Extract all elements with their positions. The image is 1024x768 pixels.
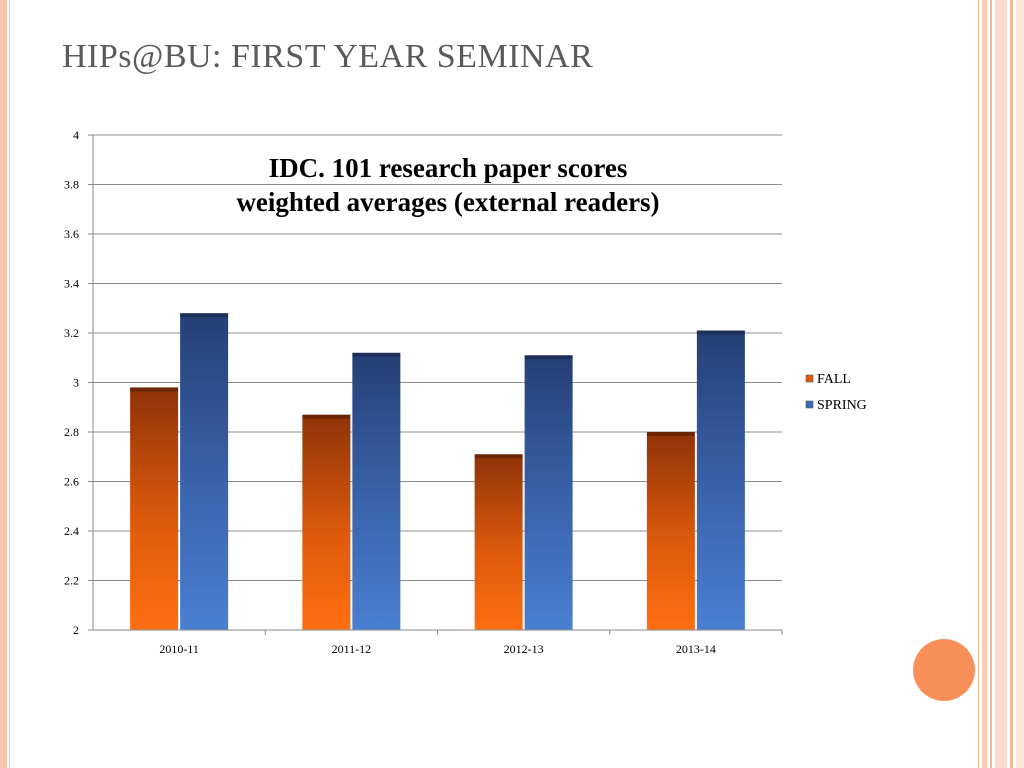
bars [130, 313, 745, 630]
y-tick-label: 2.2 [64, 574, 79, 588]
y-tick-label: 3.2 [64, 326, 79, 340]
x-tick-label: 2010-11 [159, 642, 199, 656]
y-tick-label: 2 [73, 623, 79, 637]
y-tick-label: 2.6 [64, 475, 79, 489]
bar-spring-2013-14 [696, 330, 745, 630]
legend-swatch-spring [805, 400, 814, 409]
y-tick-label: 4 [73, 128, 79, 142]
axes: 2 2.2 2.4 2.6 2.8 3 3.2 3.4 3.6 3.8 4 2010-11 2011-1… [64, 128, 783, 656]
bar-spring-2010-11 [180, 313, 229, 630]
y-tick-label: 3.8 [64, 178, 79, 192]
bar-top-shade [352, 352, 401, 357]
y-tick-label: 3.6 [64, 227, 79, 241]
bar-top-shade [646, 432, 695, 436]
legend: FALL SPRING [805, 372, 867, 413]
bar-top-shade [302, 414, 351, 419]
bar-fall-2013-14 [646, 432, 695, 630]
right-border-stripe [982, 0, 987, 768]
x-tick-label: 2013-14 [676, 642, 716, 656]
right-border-stripe [1010, 0, 1013, 768]
chart-title-line: weighted averages (external readers) [236, 187, 659, 217]
right-border-stripe [1016, 0, 1024, 768]
left-border-stripe [0, 0, 7, 768]
x-tick-label: 2011-12 [332, 642, 372, 656]
chart-title: IDC. 101 research paper scores weighted a… [236, 153, 659, 217]
legend-label-fall: FALL [817, 372, 851, 387]
bar-top-shade [524, 355, 573, 360]
slide-title: HIPs@BU: FIRST YEAR SEMINAR [62, 38, 594, 75]
legend-swatch-fall [805, 374, 814, 383]
legend-label-spring: SPRING [817, 398, 867, 413]
bar-top-shade [474, 454, 523, 459]
left-border-line [9, 0, 10, 768]
bar-fall-2010-11 [130, 387, 179, 630]
right-border-stripe [990, 0, 992, 768]
bar-fall-2011-12 [302, 414, 351, 630]
decorative-circle [913, 639, 975, 701]
y-tick-label: 3.4 [64, 277, 79, 291]
bar-top-shade [696, 330, 745, 335]
right-border-stripe [978, 0, 979, 768]
x-tick-label: 2012-13 [504, 642, 544, 656]
y-tick-label: 3 [73, 376, 79, 390]
chart-title-line: IDC. 101 research paper scores [269, 153, 628, 183]
bar-fall-2012-13 [474, 454, 523, 630]
bar-top-shade [180, 313, 229, 318]
y-tick-label: 2.4 [64, 524, 79, 538]
bar-top-shade [130, 387, 179, 392]
y-tick-label: 2.8 [64, 425, 79, 439]
right-border-stripe [995, 0, 1007, 768]
bar-spring-2012-13 [524, 355, 573, 630]
bar-spring-2011-12 [352, 352, 401, 630]
